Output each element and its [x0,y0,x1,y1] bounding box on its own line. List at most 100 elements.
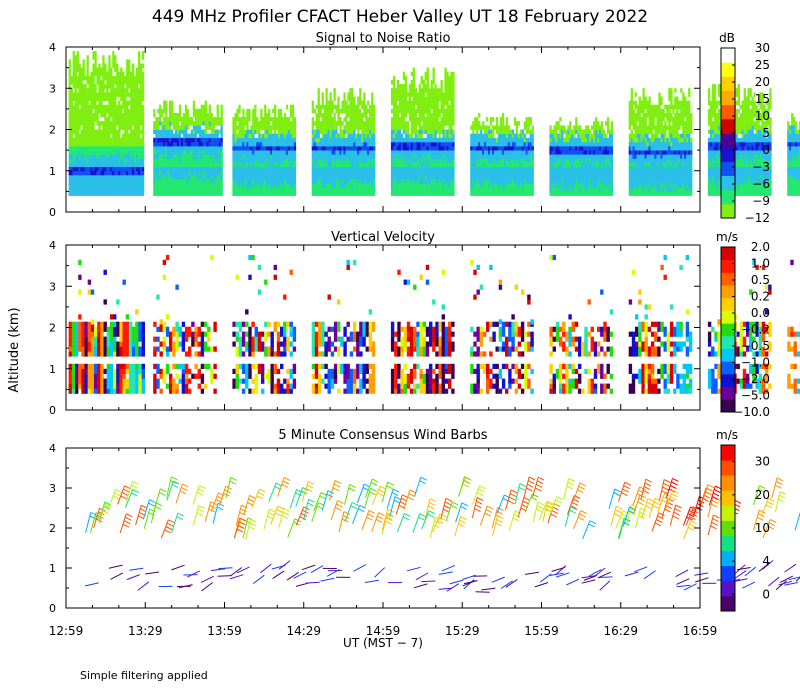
snr-cell [268,146,271,151]
snr-cell [343,174,346,180]
snr-cell [86,174,89,180]
snr-cell [244,179,247,184]
snr-cell [92,125,95,130]
snr-cell [169,187,172,192]
snr-cell [262,179,265,184]
snr-cell [339,150,342,155]
snr-cell [351,92,354,97]
snr-cell [254,141,257,147]
snr-cell [325,179,328,184]
snr-cell [140,121,143,126]
snr-cell [367,166,370,172]
snr-cell [200,170,203,176]
snr-cell [153,113,156,118]
snr-cell [70,125,73,130]
snr-cell [327,141,330,147]
snr-cell [112,141,115,147]
snr-cell [112,137,115,143]
x-axis-label: UT (MST − 7) [343,636,423,650]
snr-cell [313,187,316,192]
snr-cell [531,179,534,184]
snr-cell [289,129,293,134]
snr-cell [470,137,473,143]
snr-cell [120,96,123,101]
snr-cell [438,88,441,93]
snr-cell [361,170,364,176]
snr-cell [173,158,176,163]
snr-cell [525,150,528,155]
snr-cell [246,117,249,122]
snr-cell [76,113,79,118]
snr-cell [521,137,524,143]
snr-cell [345,117,348,122]
snr-cell [108,146,111,151]
snr-cell [333,129,336,134]
snr-cell [252,113,255,118]
snr-cell [436,174,439,180]
snr-cell [120,191,123,196]
snr-cell [90,141,93,147]
snr-cell [130,104,133,110]
snr-cell [280,117,283,122]
snr-cell [94,104,97,110]
snr-cell [175,183,178,188]
snr-cell [250,146,253,151]
snr-cell [262,125,265,130]
snr-cell [232,125,235,130]
snr-cell [268,108,271,114]
snr-cell [141,117,145,122]
snr-cell [157,146,160,151]
snr-cell [513,146,517,151]
snr-cell [416,170,419,176]
snr-cell [450,100,453,106]
snr-cell [272,121,275,126]
snr-cell [128,183,131,188]
snr-cell [404,80,408,85]
snr-cell [122,100,125,106]
snr-cell [122,113,125,118]
snr-cell [242,166,245,172]
snr-cell [505,154,509,159]
snr-cell [186,117,190,122]
snr-cell [589,191,592,196]
snr-cell [440,170,443,176]
snr-cell [339,133,342,139]
snr-cell [339,154,342,159]
snr-cell [274,125,277,130]
snr-cell [369,137,372,143]
snr-cell [216,104,219,110]
snr-cell [84,154,87,159]
snr-cell [390,179,394,184]
snr-cell [208,146,211,151]
snr-cell [169,129,172,134]
snr-cell [422,96,425,101]
snr-cell [114,187,117,192]
snr-cell [452,75,455,81]
snr-cell [74,96,77,101]
snr-cell [130,125,133,130]
snr-cell [367,129,370,134]
snr-cell [80,96,83,101]
snr-cell [110,104,113,110]
snr-cell [519,174,522,180]
snr-cell [116,187,119,192]
snr-cell [323,121,326,126]
snr-cell [587,158,590,163]
snr-cell [108,80,111,85]
snr-cell [398,125,402,130]
snr-cell [579,137,582,143]
snr-cell [565,150,568,155]
snr-cell [410,100,413,106]
snr-cell [390,100,394,106]
snr-cell [258,179,261,184]
snr-cell [428,113,431,118]
snr-cell [369,141,372,147]
snr-cell [373,146,376,151]
snr-cell [173,125,176,130]
snr-cell [426,133,429,139]
snr-cell [108,162,111,167]
snr-cell [311,150,314,155]
snr-cell [78,71,81,77]
snr-cell [523,162,526,167]
snr-cell [493,166,497,172]
